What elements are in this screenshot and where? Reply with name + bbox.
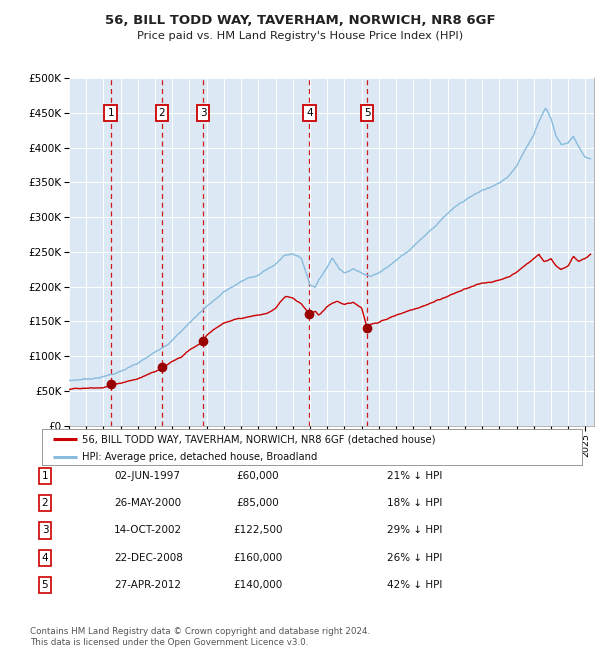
Text: 56, BILL TODD WAY, TAVERHAM, NORWICH, NR8 6GF: 56, BILL TODD WAY, TAVERHAM, NORWICH, NR…	[104, 14, 496, 27]
Text: 26% ↓ HPI: 26% ↓ HPI	[387, 552, 442, 563]
Text: 2: 2	[158, 108, 165, 118]
Text: £60,000: £60,000	[236, 471, 280, 481]
Text: 4: 4	[41, 552, 49, 563]
Text: 22-DEC-2008: 22-DEC-2008	[114, 552, 183, 563]
Text: 2: 2	[41, 498, 49, 508]
Text: HPI: Average price, detached house, Broadland: HPI: Average price, detached house, Broa…	[83, 452, 318, 462]
Text: Contains HM Land Registry data © Crown copyright and database right 2024.
This d: Contains HM Land Registry data © Crown c…	[30, 627, 370, 647]
Text: 5: 5	[41, 580, 49, 590]
Text: 18% ↓ HPI: 18% ↓ HPI	[387, 498, 442, 508]
Text: 21% ↓ HPI: 21% ↓ HPI	[387, 471, 442, 481]
Text: 14-OCT-2002: 14-OCT-2002	[114, 525, 182, 536]
Text: 3: 3	[41, 525, 49, 536]
Text: 1: 1	[107, 108, 114, 118]
Text: 27-APR-2012: 27-APR-2012	[114, 580, 181, 590]
Text: 26-MAY-2000: 26-MAY-2000	[114, 498, 181, 508]
Text: 1: 1	[41, 471, 49, 481]
Text: 29% ↓ HPI: 29% ↓ HPI	[387, 525, 442, 536]
Text: £140,000: £140,000	[233, 580, 283, 590]
Text: Price paid vs. HM Land Registry's House Price Index (HPI): Price paid vs. HM Land Registry's House …	[137, 31, 463, 41]
Text: 02-JUN-1997: 02-JUN-1997	[114, 471, 180, 481]
Text: £160,000: £160,000	[233, 552, 283, 563]
Text: 42% ↓ HPI: 42% ↓ HPI	[387, 580, 442, 590]
Text: £85,000: £85,000	[236, 498, 280, 508]
Text: 3: 3	[200, 108, 206, 118]
Text: 5: 5	[364, 108, 370, 118]
Text: 56, BILL TODD WAY, TAVERHAM, NORWICH, NR8 6GF (detached house): 56, BILL TODD WAY, TAVERHAM, NORWICH, NR…	[83, 434, 436, 444]
Text: 4: 4	[306, 108, 313, 118]
Text: £122,500: £122,500	[233, 525, 283, 536]
